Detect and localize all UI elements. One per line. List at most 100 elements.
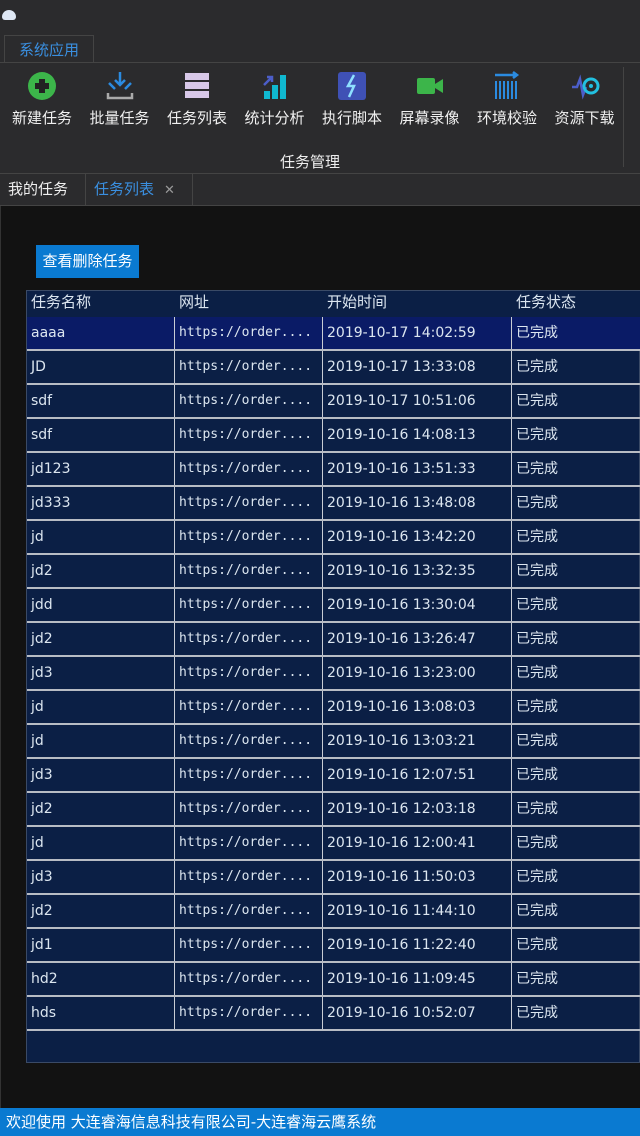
table-cell: 2019-10-16 13:42:20 bbox=[323, 521, 512, 553]
table-cell: https://order.... bbox=[175, 759, 323, 791]
table-cell: 已完成 bbox=[516, 801, 558, 817]
table-cell: https://order.... bbox=[175, 657, 323, 689]
list-icon bbox=[182, 71, 212, 101]
table-cell: https://order.... bbox=[175, 487, 323, 519]
ribbon-button-label: 任务列表 bbox=[166, 109, 227, 127]
ribbon-button[interactable]: 统计分析 bbox=[237, 71, 313, 128]
table-cell: 已完成 bbox=[516, 563, 558, 579]
table-cell: https://order.... bbox=[175, 895, 323, 927]
table-cell: jd333 bbox=[27, 487, 175, 519]
ribbon-separator bbox=[623, 67, 624, 167]
table-row[interactable]: jd2 https://order.... 2019-10-16 13:26:47 已… bbox=[27, 623, 640, 657]
table-row[interactable]: jd https://order.... 2019-10-16 13:42:20 已完… bbox=[27, 521, 640, 555]
document-tabs: 我的任务 任务列表 ✕ bbox=[0, 174, 640, 206]
table-cell: 2019-10-16 12:00:41 bbox=[323, 827, 512, 859]
table-cell: jd bbox=[27, 691, 175, 723]
table-cell: https://order.... bbox=[175, 963, 323, 995]
ribbon-button[interactable]: 批量任务 bbox=[82, 71, 158, 128]
table-cell: jd2 bbox=[27, 623, 175, 655]
table-row[interactable]: sdf https://order.... 2019-10-17 10:51:06 已… bbox=[27, 385, 640, 419]
task-table: 任务名称 网址 开始时间 任务状态 aaaa https://order.... 2… bbox=[26, 290, 640, 1063]
table-cell: 2019-10-16 13:26:47 bbox=[323, 623, 512, 655]
table-row[interactable]: jd https://order.... 2019-10-16 13:03:21 已完… bbox=[27, 725, 640, 759]
table-cell: 2019-10-16 10:52:07 bbox=[323, 997, 512, 1029]
table-row[interactable]: jd https://order.... 2019-10-16 12:00:41 已完… bbox=[27, 827, 640, 861]
column-header[interactable]: 任务状态 bbox=[516, 293, 577, 311]
table-cell: jd bbox=[27, 827, 175, 859]
table-row[interactable]: jd3 https://order.... 2019-10-16 13:23:00 已… bbox=[27, 657, 640, 691]
table-row[interactable]: jd3 https://order.... 2019-10-16 12:07:51 已… bbox=[27, 759, 640, 793]
table-cell: 已完成 bbox=[516, 529, 558, 545]
table-cell: 2019-10-16 12:03:18 bbox=[323, 793, 512, 825]
column-header[interactable]: 网址 bbox=[179, 293, 210, 311]
ribbon-button[interactable]: 环境校验 bbox=[469, 71, 545, 128]
table-header: 任务名称 网址 开始时间 任务状态 bbox=[27, 291, 640, 317]
table-cell: https://order.... bbox=[175, 793, 323, 825]
table-row[interactable]: jd1 https://order.... 2019-10-16 11:22:40 已… bbox=[27, 929, 640, 963]
table-cell: https://order.... bbox=[175, 589, 323, 621]
table-cell: 已完成 bbox=[516, 393, 558, 409]
lightning-icon bbox=[337, 71, 367, 101]
table-row[interactable]: hd2 https://order.... 2019-10-16 11:09:45 已… bbox=[27, 963, 640, 997]
table-row[interactable]: aaaa https://order.... 2019-10-17 14:02:59… bbox=[27, 317, 640, 351]
view-deleted-tasks-button[interactable]: 查看删除任务 bbox=[36, 245, 139, 278]
table-cell: jd2 bbox=[27, 793, 175, 825]
table-row[interactable]: jd2 https://order.... 2019-10-16 12:03:18 已… bbox=[27, 793, 640, 827]
table-cell: jd bbox=[27, 725, 175, 757]
ribbon-button[interactable]: 执行脚本 bbox=[314, 71, 390, 128]
table-row[interactable]: jd333 https://order.... 2019-10-16 13:48:0… bbox=[27, 487, 640, 521]
table-row[interactable]: jd https://order.... 2019-10-16 13:08:03 已完… bbox=[27, 691, 640, 725]
table-row[interactable]: hds https://order.... 2019-10-16 10:52:07 已… bbox=[27, 997, 640, 1031]
table-row[interactable]: jdd https://order.... 2019-10-16 13:30:04 已… bbox=[27, 589, 640, 623]
ribbon-button[interactable]: 新建任务 bbox=[4, 71, 80, 128]
table-cell: 2019-10-17 14:02:59 bbox=[323, 317, 512, 349]
table-cell: 2019-10-17 10:51:06 bbox=[323, 385, 512, 417]
download-icon bbox=[570, 71, 600, 101]
table-cell: https://order.... bbox=[175, 521, 323, 553]
table-cell: https://order.... bbox=[175, 997, 323, 1029]
column-header[interactable]: 任务名称 bbox=[31, 293, 92, 311]
ribbon-button[interactable]: 屏幕录像 bbox=[392, 71, 468, 128]
table-cell: https://order.... bbox=[175, 827, 323, 859]
table-row[interactable]: jd3 https://order.... 2019-10-16 11:50:03 已… bbox=[27, 861, 640, 895]
ribbon-button[interactable]: 资源下载 bbox=[547, 71, 623, 128]
table-cell: https://order.... bbox=[175, 453, 323, 485]
table-row[interactable]: jd2 https://order.... 2019-10-16 11:44:10 已… bbox=[27, 895, 640, 929]
table-row[interactable]: sdf https://order.... 2019-10-16 14:08:13 已… bbox=[27, 419, 640, 453]
column-header[interactable]: 开始时间 bbox=[327, 293, 388, 311]
ribbon-tab-system[interactable]: 系统应用 bbox=[4, 35, 94, 63]
ribbon-button-label: 屏幕录像 bbox=[399, 109, 460, 127]
table-cell: https://order.... bbox=[175, 351, 323, 383]
table-cell: 已完成 bbox=[516, 427, 558, 443]
tab-my-tasks[interactable]: 我的任务 bbox=[0, 174, 86, 206]
table-cell: 已完成 bbox=[516, 767, 558, 783]
table-cell: 2019-10-16 13:51:33 bbox=[323, 453, 512, 485]
ribbon-button-label: 新建任务 bbox=[11, 109, 72, 127]
ribbon-button[interactable]: 任务列表 bbox=[159, 71, 235, 128]
table-cell: 已完成 bbox=[516, 733, 558, 749]
table-cell: 2019-10-16 11:44:10 bbox=[323, 895, 512, 927]
tab-task-list[interactable]: 任务列表 ✕ bbox=[86, 174, 193, 206]
status-bar: 欢迎使用 大连睿海信息科技有限公司-大连睿海云鹰系统 bbox=[0, 1108, 640, 1136]
table-cell: jd2 bbox=[27, 895, 175, 927]
table-row[interactable]: JD https://order.... 2019-10-17 13:33:08 已完… bbox=[27, 351, 640, 385]
table-cell: jd bbox=[27, 521, 175, 553]
table-cell: sdf bbox=[27, 385, 175, 417]
plus-circle-icon bbox=[27, 71, 57, 101]
table-row[interactable]: jd123 https://order.... 2019-10-16 13:51:3… bbox=[27, 453, 640, 487]
table-cell: jd2 bbox=[27, 555, 175, 587]
table-cell: https://order.... bbox=[175, 555, 323, 587]
table-cell: jd3 bbox=[27, 657, 175, 689]
table-cell: 已完成 bbox=[516, 971, 558, 987]
table-cell: jdd bbox=[27, 589, 175, 621]
app-cloud-icon bbox=[2, 10, 16, 20]
tab-label: 任务列表 bbox=[94, 180, 155, 198]
table-cell: https://order.... bbox=[175, 929, 323, 961]
ribbon-button-label: 执行脚本 bbox=[321, 109, 382, 127]
close-icon[interactable]: ✕ bbox=[164, 183, 175, 198]
table-cell: 已完成 bbox=[516, 495, 558, 511]
table-cell: 已完成 bbox=[516, 937, 558, 953]
table-row[interactable]: jd2 https://order.... 2019-10-16 13:32:35 已… bbox=[27, 555, 640, 589]
table-cell: 2019-10-16 11:50:03 bbox=[323, 861, 512, 893]
table-cell: 2019-10-17 13:33:08 bbox=[323, 351, 512, 383]
